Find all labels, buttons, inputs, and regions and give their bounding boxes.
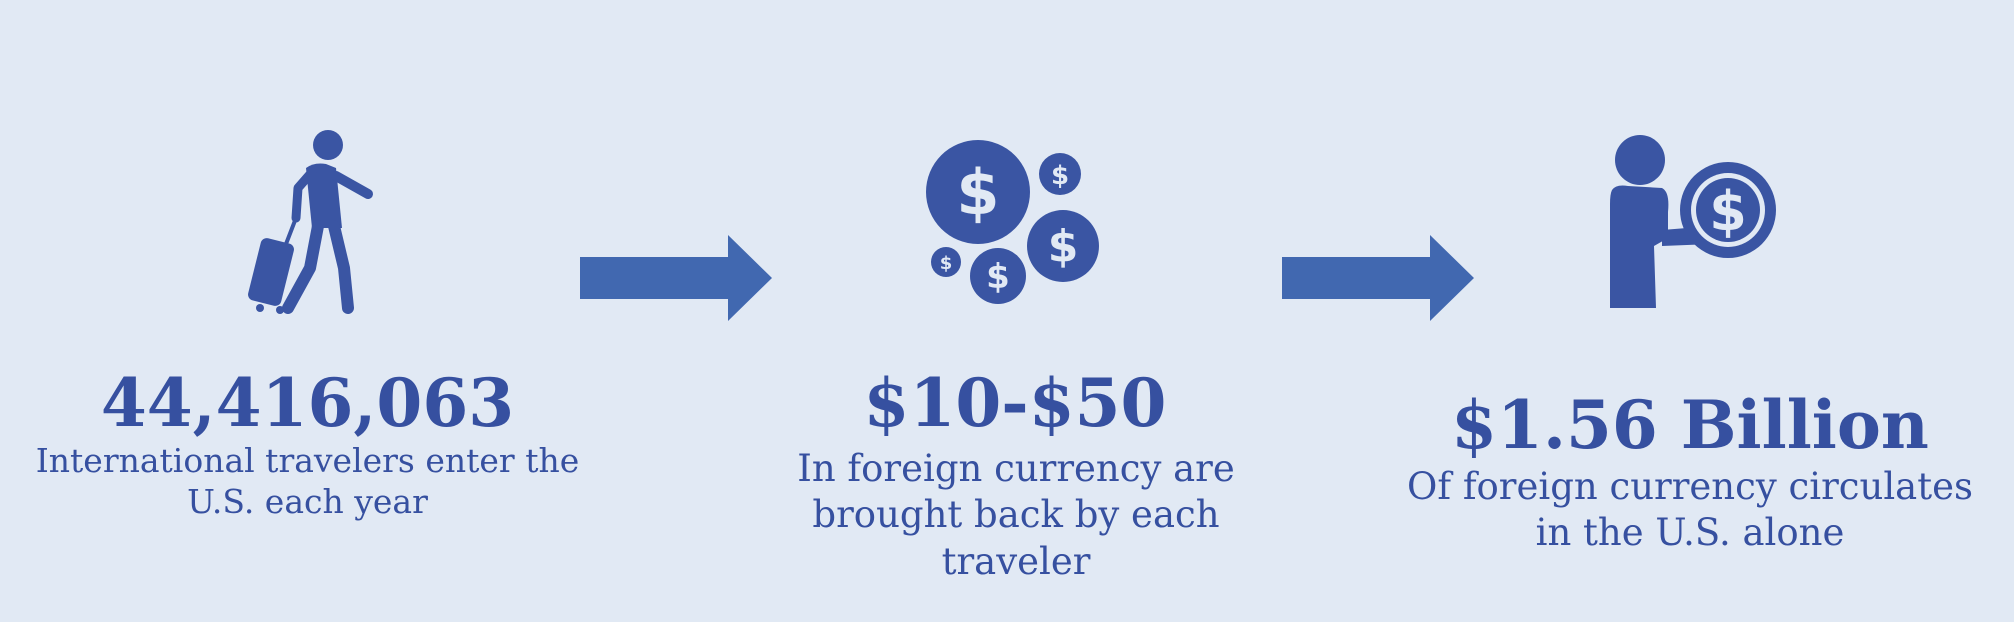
currency-per-traveler: $10-$50 <box>863 364 1167 442</box>
travelers-count: 44,416,063 <box>100 364 515 442</box>
currency-per-traveler-description: In foreign currency are brought back by … <box>797 447 1235 583</box>
dollar-coins-icon: $ $ $ $ $ <box>926 138 1102 308</box>
currency-circulating: $1.56 Billion <box>1451 386 1929 464</box>
svg-text:$: $ <box>1048 221 1079 272</box>
svg-text:$: $ <box>940 253 953 274</box>
svg-text:$: $ <box>956 156 999 229</box>
right-arrow-icon <box>1282 235 1474 325</box>
right-arrow-icon <box>580 235 772 325</box>
traveler-with-suitcase-icon <box>236 128 376 314</box>
svg-text:$: $ <box>986 257 1010 297</box>
travelers-description: International travelers enter the U.S. e… <box>35 441 580 522</box>
currency-circulating-description: Of foreign currency circulates in the U.… <box>1407 465 1973 555</box>
svg-text:$: $ <box>1709 180 1747 243</box>
svg-text:$: $ <box>1051 161 1069 191</box>
person-with-coin-icon: $ <box>1604 134 1780 312</box>
